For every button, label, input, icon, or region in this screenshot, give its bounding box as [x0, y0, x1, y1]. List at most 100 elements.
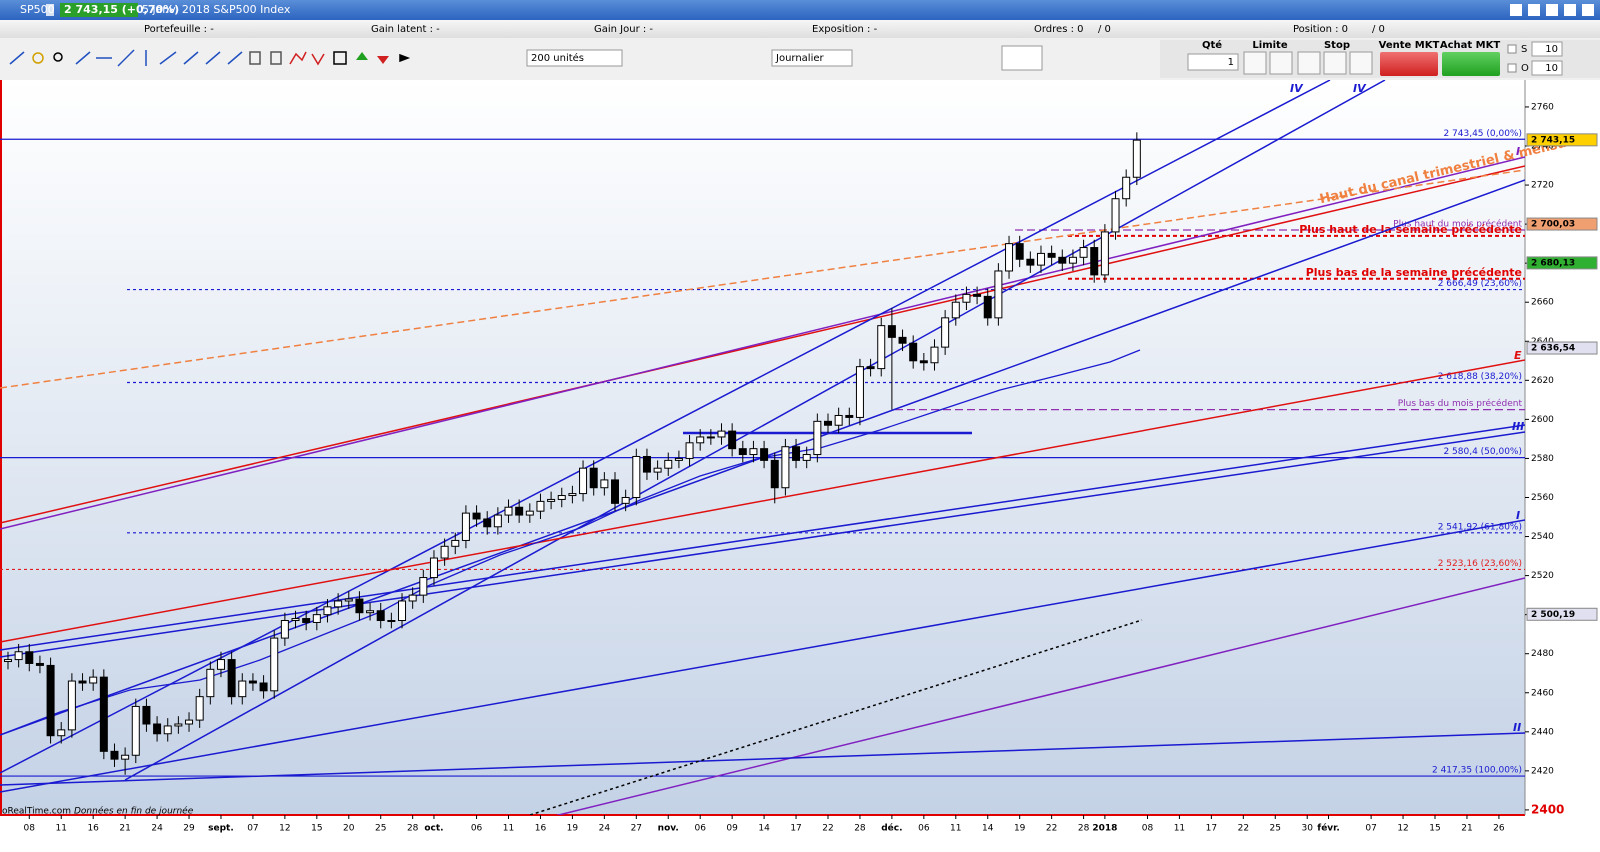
- tool-icon[interactable]: [356, 52, 368, 60]
- limit-sell[interactable]: [1269, 51, 1293, 75]
- trend-line: [0, 359, 1525, 643]
- tool-icon[interactable]: [377, 56, 389, 64]
- trend-line: [529, 619, 1143, 815]
- candle-body: [504, 506, 513, 516]
- candle-body: [174, 723, 183, 727]
- candle-body: [951, 301, 960, 319]
- tool-icon[interactable]: [9, 51, 25, 65]
- position: Position : 0: [1293, 24, 1348, 35]
- y-tick-label: 2520: [1531, 571, 1554, 581]
- quantity-select[interactable]: [526, 49, 623, 67]
- period-select[interactable]: [771, 49, 853, 67]
- trend-line: [0, 80, 1331, 774]
- stop-sell[interactable]: [1323, 51, 1347, 75]
- window-button[interactable]: [1582, 4, 1594, 16]
- window-button[interactable]: [1546, 4, 1558, 16]
- window-button[interactable]: [1510, 4, 1522, 16]
- candle-body: [941, 317, 950, 348]
- level-label: 2 580,4 (50,00%): [1443, 447, 1522, 457]
- x-tick-label: 07: [1365, 824, 1376, 834]
- levels: 2 743,45 (0,00%) 2 666,49 (23,60%) 2 618,8…: [0, 129, 1525, 777]
- quote: 2 743,15 (+0,70%): [64, 3, 179, 16]
- s-checkbox[interactable]: [1507, 44, 1517, 54]
- tool-icon[interactable]: [205, 51, 221, 65]
- position-total: / 0: [1372, 24, 1385, 35]
- tool-icon[interactable]: [75, 51, 91, 65]
- info-icon[interactable]: [46, 4, 54, 16]
- candle-body: [696, 436, 705, 444]
- x-tick-label: 24: [599, 824, 611, 834]
- tool-icon[interactable]: [399, 53, 411, 63]
- candle-body: [717, 430, 726, 438]
- x-tick-label: 06: [471, 824, 483, 834]
- o-checkbox[interactable]: [1507, 63, 1517, 73]
- sell-button[interactable]: [1380, 52, 1438, 76]
- x-tick-label: 11: [950, 824, 961, 834]
- candle-body: [334, 600, 343, 608]
- price-tag-label: 2 500,19: [1531, 610, 1575, 620]
- unrealized-gain: Gain latent : -: [371, 24, 440, 35]
- qty-input[interactable]: [1187, 53, 1239, 71]
- x-tick-label: 30: [1301, 824, 1313, 834]
- stop-buy[interactable]: [1297, 51, 1321, 75]
- tool-icon[interactable]: [117, 49, 135, 67]
- candle-body: [131, 705, 140, 756]
- o-input[interactable]: [1531, 60, 1563, 76]
- chart-type-button[interactable]: [1001, 45, 1043, 71]
- x-tick-label: 11: [503, 824, 514, 834]
- x-tick-label: déc.: [881, 823, 902, 834]
- tool-icon[interactable]: [289, 51, 307, 65]
- drawing-tools: [9, 49, 411, 67]
- candle-body: [994, 270, 1003, 319]
- tool-icon[interactable]: [53, 52, 63, 62]
- x-tick-label: 15: [311, 824, 322, 834]
- stop-other[interactable]: [1349, 51, 1373, 75]
- x-tick-label: 29: [183, 824, 195, 834]
- candle-body: [1122, 176, 1131, 200]
- limit-buy[interactable]: [1243, 51, 1267, 75]
- orders-total: / 0: [1098, 24, 1111, 35]
- trend-line: [0, 165, 1525, 524]
- candle-body: [248, 680, 257, 684]
- x-tick-label: 20: [343, 824, 355, 834]
- candle-body: [3, 659, 12, 663]
- candle-body: [344, 598, 353, 602]
- s-input[interactable]: [1531, 41, 1563, 57]
- candle-body: [451, 539, 460, 547]
- tool-icon[interactable]: [227, 51, 243, 65]
- tool-icon[interactable]: [270, 51, 282, 65]
- tool-icon[interactable]: [32, 52, 44, 64]
- y-tick-label: 2440: [1531, 727, 1554, 737]
- candle-body: [67, 680, 76, 731]
- window-button[interactable]: [1564, 4, 1576, 16]
- x-tick-label: 27: [631, 824, 642, 834]
- y-tick-label: 2560: [1531, 493, 1554, 503]
- candle-body: [983, 295, 992, 319]
- candle-body: [142, 705, 151, 725]
- tool-icon[interactable]: [311, 53, 325, 66]
- y-tick-label: 2660: [1531, 298, 1554, 308]
- tool-icon[interactable]: [183, 51, 199, 65]
- candle-body: [216, 659, 225, 670]
- candle-body: [387, 620, 396, 623]
- annotation: III: [1512, 420, 1524, 433]
- s-value: 10: [1545, 44, 1558, 55]
- annotation: IV: [1290, 82, 1304, 95]
- candle-body: [887, 325, 896, 338]
- x-tick-label: 08: [24, 824, 36, 834]
- window-button[interactable]: [1528, 4, 1540, 16]
- level-label: 2 666,49 (23,60%): [1438, 279, 1522, 289]
- sell-label: Vente MKT: [1379, 40, 1440, 51]
- tool-icon[interactable]: [249, 51, 261, 65]
- annotation: E: [1514, 349, 1522, 362]
- candle-body: [547, 498, 556, 502]
- portfolio: Portefeuille : -: [144, 24, 214, 35]
- candle-body: [14, 651, 23, 661]
- candle-body: [227, 659, 236, 698]
- x-tick-label: 16: [535, 824, 547, 834]
- candle-body: [802, 454, 811, 461]
- tool-icon[interactable]: [159, 51, 177, 65]
- tool-icon[interactable]: [333, 51, 347, 65]
- x-tick-label: 06: [694, 824, 706, 834]
- buy-button[interactable]: [1442, 52, 1500, 76]
